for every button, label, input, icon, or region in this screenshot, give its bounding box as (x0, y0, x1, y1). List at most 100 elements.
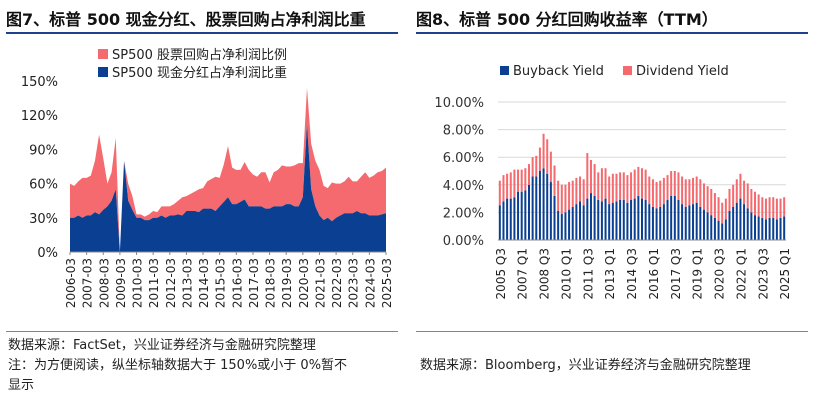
dividend-bar (619, 172, 622, 200)
dividend-bar (546, 139, 549, 174)
dividend-bar (761, 197, 764, 218)
buyback-bar (655, 208, 658, 240)
buyback-bar (721, 223, 724, 240)
buyback-bar (535, 176, 538, 240)
legend-swatch (98, 67, 108, 77)
dividend-area (70, 124, 386, 252)
buyback-bar (600, 201, 603, 240)
x-tick-label: 2008 Q3 (538, 248, 552, 299)
left-chart-title: 图7、标普 500 现金分红、股票回购占净利润比重 (6, 10, 366, 29)
dividend-bar (538, 147, 541, 171)
legend-label: SP500 股票回购占净利润比例 (112, 47, 287, 63)
left-footnote-line1: 注：为方便阅读，纵坐标轴数据大于 150%或小于 0%暂不 (8, 358, 348, 373)
buyback-bar (739, 198, 742, 240)
buyback-bar (651, 206, 654, 240)
dividend-bar (692, 177, 695, 205)
buyback-bar (772, 217, 775, 240)
dividend-bar (772, 197, 775, 218)
dividend-bar (502, 175, 505, 202)
dividend-bar (717, 197, 720, 221)
left-stacked-area-chart: 0% 30% 60% 90% 120% 150% 2006-03 2007-03 2008-03… (21, 47, 394, 308)
y-tick-label: 8.00% (443, 124, 484, 139)
dividend-bar (568, 182, 571, 210)
x-tick-label: 2022 Q1 (734, 248, 748, 299)
buyback-bar (761, 217, 764, 240)
buyback-bar (579, 201, 582, 240)
x-tick-label: 2025 Q1 (778, 248, 792, 299)
x-tick-label: 2007-03 (81, 258, 95, 308)
buyback-bar (538, 171, 541, 240)
dividend-bar (560, 184, 563, 214)
buyback-bar (557, 211, 560, 240)
legend-swatch (500, 66, 509, 75)
dividend-bar (553, 165, 556, 196)
buyback-bar (692, 204, 695, 240)
dividend-bar (640, 168, 644, 199)
dividend-bar (564, 184, 567, 213)
dividend-bar (670, 171, 673, 196)
buyback-bar (619, 199, 622, 240)
y-tick-label: 10.00% (434, 96, 484, 111)
buyback-bar (597, 199, 600, 240)
legend-label: Dividend Yield (636, 64, 729, 79)
x-tick-label: 2014 Q3 (625, 248, 639, 299)
x-tick-label: 2007 Q1 (516, 248, 530, 299)
dividend-bar (586, 153, 589, 199)
y-tick-label: 30% (29, 212, 58, 227)
dividend-bar (746, 183, 749, 209)
buyback-bar (659, 206, 662, 240)
buyback-bar (746, 208, 749, 240)
buyback-bar (575, 204, 578, 240)
x-tick-label: 2023-03 (347, 258, 361, 308)
dividend-bar (542, 133, 545, 169)
legend-label: Buyback Yield (513, 64, 604, 79)
right-source-note: 数据来源：Bloomberg，兴业证券经济与金融研究院整理 (420, 358, 751, 373)
buyback-bar (710, 215, 713, 240)
buyback-bar (560, 213, 563, 240)
dividend-bar (527, 164, 530, 185)
buyback-bar (640, 198, 644, 240)
left-footnote-line2: 显示 (8, 378, 35, 393)
y-tick-label: 2.00% (443, 206, 484, 221)
buyback-bar (732, 206, 735, 240)
dividend-bar (513, 169, 516, 198)
dividend-bar (648, 176, 651, 205)
buyback-bar (688, 205, 691, 240)
x-tick-label: 2020-03 (297, 258, 311, 308)
buyback-bar (695, 202, 698, 240)
x-tick-label: 2010 Q1 (559, 248, 573, 299)
x-tick-label: 2025-03 (380, 258, 394, 308)
buyback-bar (502, 201, 505, 240)
dividend-bar (688, 179, 691, 206)
dividend-bar (702, 183, 705, 210)
buyback-bar (604, 198, 607, 240)
x-tick-label: 2009-03 (114, 258, 128, 308)
buyback-bar (662, 204, 665, 240)
buyback-bar (728, 211, 731, 240)
buyback-bar (670, 195, 673, 240)
dividend-bar (593, 164, 596, 196)
dividend-bar (710, 188, 713, 216)
dividend-bar (713, 193, 716, 218)
x-tick-label: 2016 Q1 (647, 248, 661, 299)
x-tick-label: 2014-03 (197, 258, 211, 308)
x-tick-label: 2019-03 (280, 258, 294, 308)
x-tick-label: 2011 Q3 (581, 248, 595, 299)
right-stacked-bar-chart: 0.00% 2.00% 4.00% 6.00% 8.00% 10.00% 2005 Q3 20… (434, 64, 792, 299)
buyback-bar (757, 216, 760, 240)
dividend-bar (673, 171, 676, 196)
dividend-bar (557, 180, 560, 212)
buyback-area (70, 87, 386, 252)
buyback-bar (571, 206, 574, 240)
dividend-bar (677, 172, 680, 200)
dividend-bar (768, 197, 771, 218)
dividend-bar (531, 157, 534, 177)
left-bottom-rule (6, 331, 398, 332)
buyback-bar (542, 168, 545, 240)
buyback-bar (582, 205, 585, 240)
dividend-bar (728, 188, 731, 212)
buyback-bar (677, 199, 680, 240)
y-tick-label: 90% (29, 143, 58, 158)
dividend-bar (655, 182, 658, 209)
dividend-bar (600, 168, 603, 202)
